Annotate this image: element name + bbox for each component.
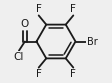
Text: F: F [70,69,76,79]
Text: Br: Br [87,37,97,46]
Text: F: F [36,4,42,14]
Text: O: O [21,20,29,29]
Text: F: F [36,69,42,79]
Text: F: F [70,4,76,14]
Text: Cl: Cl [14,52,24,62]
